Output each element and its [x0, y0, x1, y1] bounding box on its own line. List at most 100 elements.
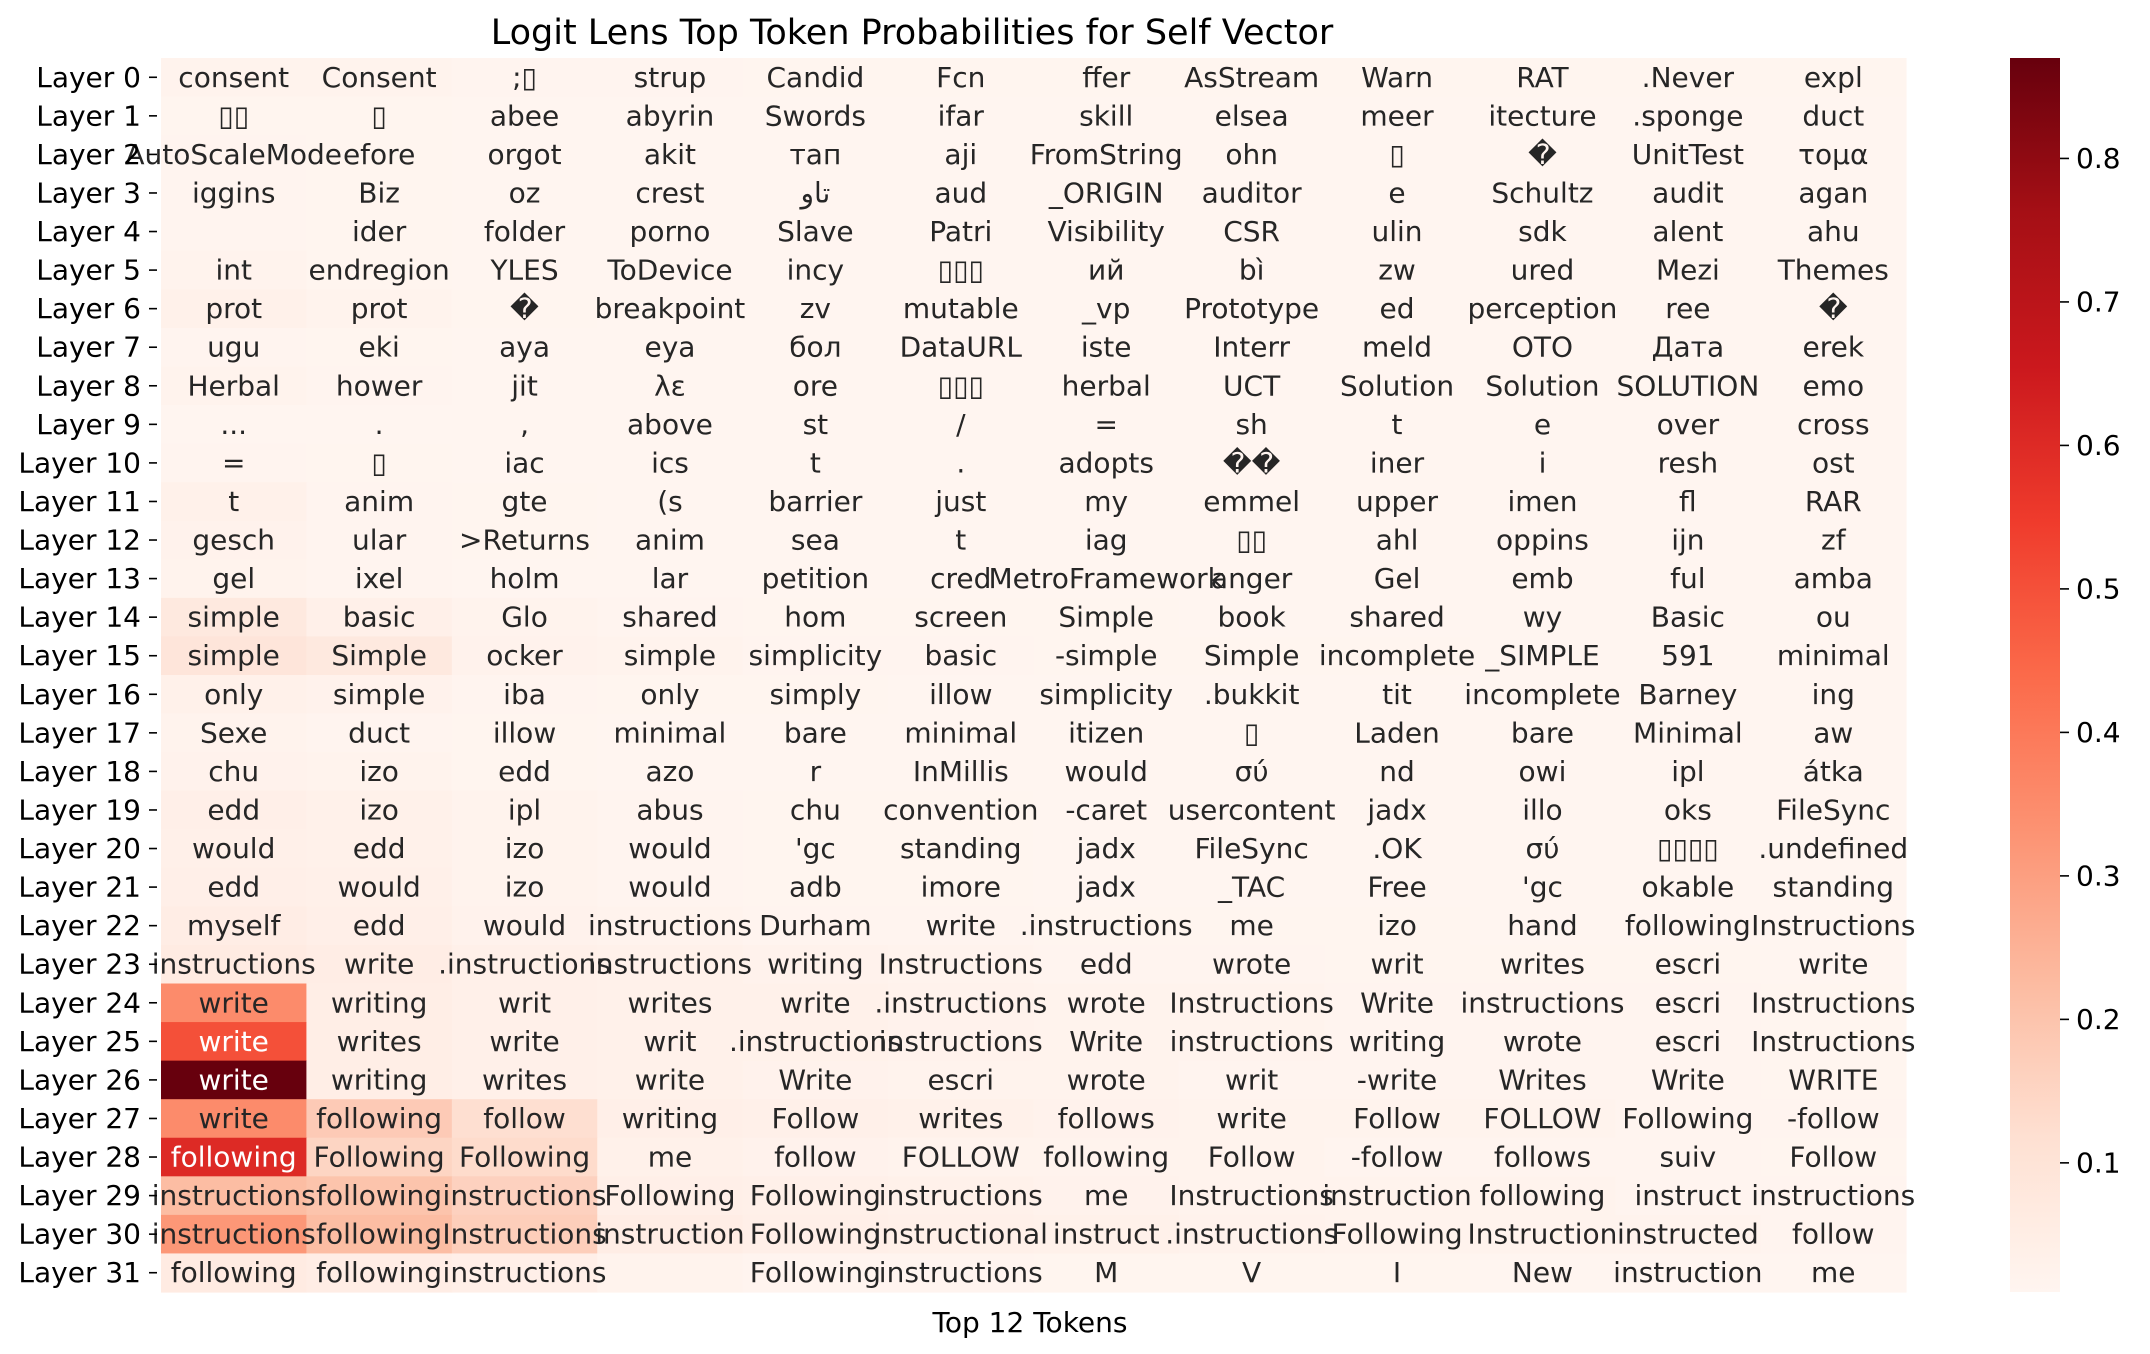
- cell-label-r12-c2: >Returns: [459, 524, 590, 557]
- heatmap-cell-r12-c9: [1469, 520, 1616, 560]
- cell-label-r14-c6: Simple: [1058, 601, 1154, 634]
- cell-label-r28-c6: following: [1043, 1141, 1169, 1174]
- cell-label-r22-c6: .instructions: [1020, 909, 1193, 942]
- heatmap-cell-r31-c8: [1324, 1253, 1471, 1293]
- cell-label-r28-c7: Follow: [1208, 1141, 1296, 1174]
- cell-label-r25-c10: escri: [1655, 1025, 1722, 1058]
- cell-label-r20-c3: would: [628, 832, 711, 865]
- cell-label-r18-c4: r: [810, 755, 822, 788]
- heatmap-cell-r19-c10: [1615, 790, 1762, 830]
- heatmap-cell-r2-c0: [161, 135, 308, 175]
- cell-label-r15-c0: simple: [187, 639, 279, 672]
- heatmap-cell-r22-c0: [161, 906, 308, 946]
- heatmap-cell-r13-c8: [1324, 559, 1471, 599]
- heatmap-cell-r9-c2: [451, 405, 598, 445]
- heatmap-cell-r25-c3: [597, 1022, 744, 1062]
- heatmap-cell-r3-c4: [742, 173, 889, 213]
- cell-label-r30-c5: instructional: [874, 1218, 1048, 1251]
- cell-label-r24-c0: write: [199, 986, 269, 1019]
- heatmap-cell-r20-c7: [1178, 829, 1325, 869]
- cell-label-r3-c8: e: [1388, 176, 1405, 209]
- cell-label-r31-c7: V: [1242, 1256, 1261, 1289]
- cell-label-r29-c11: instructions: [1751, 1179, 1915, 1212]
- cell-label-r15-c10: 591: [1661, 639, 1714, 672]
- heatmap-cell-r11-c9: [1469, 482, 1616, 522]
- cell-label-r18-c8: nd: [1379, 755, 1415, 788]
- cell-label-r29-c5: instructions: [879, 1179, 1043, 1212]
- heatmap-cell-r2-c11: [1760, 135, 1907, 175]
- heatmap-cell-r21-c4: [742, 867, 889, 907]
- cell-label-r29-c9: following: [1480, 1179, 1606, 1212]
- heatmap-cell-r28-c4: [742, 1137, 889, 1177]
- cell-label-r17-c5: minimal: [904, 716, 1017, 749]
- heatmap-cell-r6-c1: [306, 289, 453, 329]
- cell-label-r30-c11: follow: [1792, 1218, 1875, 1251]
- cell-label-r24-c10: escri: [1655, 986, 1722, 1019]
- heatmap-cell-r11-c10: [1615, 482, 1762, 522]
- row-label-layer-30: Layer 30: [18, 1218, 141, 1251]
- cell-label-r8-c3: λε: [654, 369, 686, 402]
- cell-label-r31-c10: instruction: [1613, 1256, 1762, 1289]
- heatmap-cell-r2-c8: [1324, 135, 1471, 175]
- heatmap-cell-r11-c2: [451, 482, 598, 522]
- heatmap-cell-r16-c6: [1033, 675, 1180, 715]
- heatmap-cell-r26-c1: [306, 1060, 453, 1100]
- heatmap-cell-r7-c3: [597, 327, 744, 368]
- cell-label-r14-c1: basic: [343, 601, 416, 634]
- heatmap-cell-r5-c6: [1033, 250, 1180, 290]
- heatmap-cell-r11-c3: [597, 482, 744, 522]
- heatmap-cell-r5-c0: [161, 250, 308, 290]
- heatmap-cell-r9-c8: [1324, 405, 1471, 445]
- cell-label-r28-c4: follow: [774, 1141, 857, 1174]
- cell-label-r5-c1: endregion: [308, 254, 449, 287]
- heatmap-cell-r12-c0: [161, 520, 308, 560]
- colorbar-tick-label-0: 0.1: [2076, 1146, 2121, 1179]
- heatmap-cell-r12-c8: [1324, 520, 1471, 560]
- cell-label-r30-c0: instructions: [152, 1218, 316, 1251]
- heatmap-cell-r27-c4: [742, 1099, 889, 1139]
- cell-label-r11-c5: just: [934, 485, 986, 518]
- heatmap-cell-r20-c11: [1760, 829, 1907, 869]
- cell-label-r15-c3: simple: [624, 639, 716, 672]
- cell-label-r8-c4: ore: [793, 369, 838, 402]
- heatmap-cell-r9-c3: [597, 405, 744, 445]
- heatmap-cell-r7-c7: [1178, 327, 1325, 368]
- heatmap-cell-r12-c3: [597, 520, 744, 560]
- cell-label-r23-c1: write: [344, 948, 414, 981]
- cell-label-r5-c10: Mezi: [1656, 254, 1720, 287]
- heatmap-cell-r18-c8: [1324, 752, 1471, 792]
- heatmap-cell-r5-c7: [1178, 250, 1325, 290]
- heatmap-cell-r7-c6: [1033, 327, 1180, 368]
- heatmap-cell-r3-c2: [451, 173, 598, 213]
- cell-label-r2-c11: τομα: [1798, 138, 1868, 171]
- cell-label-r6-c9: perception: [1467, 292, 1617, 325]
- cell-label-r15-c1: Simple: [331, 639, 427, 672]
- cell-label-r5-c5: ▯▯▯: [938, 254, 984, 287]
- heatmap-cell-r20-c10: [1615, 829, 1762, 869]
- cell-label-r16-c4: simply: [769, 678, 861, 711]
- cell-label-r11-c3: (s: [657, 485, 683, 518]
- cell-label-r27-c5: writes: [918, 1102, 1003, 1135]
- heatmap-cell-r8-c5: [888, 366, 1035, 406]
- heatmap-cell-r15-c5: [888, 636, 1035, 676]
- cell-label-r12-c10: ijn: [1671, 524, 1704, 557]
- heatmap-cell-r27-c0: [161, 1099, 308, 1139]
- heatmap-cell-r8-c7: [1178, 366, 1325, 406]
- heatmap-cell-r29-c10: [1615, 1176, 1762, 1216]
- heatmap-cell-r8-c3: [597, 366, 744, 406]
- heatmap-cell-r10-c7: [1178, 443, 1325, 483]
- heatmap-cell-r6-c6: [1033, 289, 1180, 329]
- heatmap-cell-r15-c7: [1178, 636, 1325, 676]
- heatmap-cell-r17-c8: [1324, 713, 1471, 753]
- heatmap-cell-r22-c7: [1178, 906, 1325, 946]
- cell-label-r13-c8: Gel: [1374, 562, 1421, 595]
- heatmap-cell-r15-c1: [306, 636, 453, 676]
- cell-label-r14-c11: ou: [1816, 601, 1851, 634]
- heatmap-cell-r9-c6: [1033, 405, 1180, 445]
- heatmap-cell-r17-c7: [1178, 713, 1325, 753]
- cell-label-r6-c3: breakpoint: [595, 292, 746, 325]
- cell-label-r17-c7: ▯: [1244, 716, 1259, 749]
- cell-label-r24-c6: wrote: [1067, 986, 1146, 1019]
- heatmap-cell-r6-c4: [742, 289, 889, 329]
- cell-label-r0-c5: Fcn: [936, 61, 985, 94]
